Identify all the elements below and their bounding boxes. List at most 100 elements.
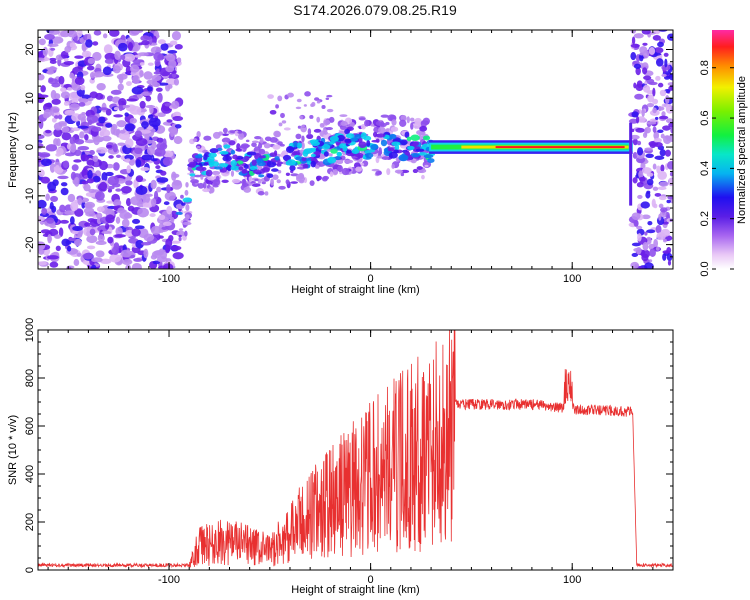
noise-blob: [58, 75, 65, 85]
snr-y-tick-label: 800: [24, 369, 36, 387]
noise-blob: [638, 170, 644, 179]
noise-blob: [73, 176, 80, 187]
noise-blob: [134, 225, 145, 230]
noise-blob: [54, 115, 59, 119]
noise-blob: [58, 227, 64, 237]
noise-blob: [125, 158, 131, 162]
noise-blob: [637, 233, 642, 242]
signal-halo-blob: [245, 139, 250, 143]
chart-title: S174.2026.079.08.25.R19: [293, 2, 457, 18]
noise-blob: [51, 205, 57, 213]
noise-blob: [158, 235, 164, 239]
noise-blob: [74, 55, 84, 59]
noise-blob: [55, 245, 61, 252]
noise-blob: [660, 207, 668, 213]
noise-blob: [664, 95, 670, 104]
noise-blob: [86, 159, 95, 166]
signal-blob: [375, 138, 380, 143]
signal-halo-blob: [237, 131, 243, 134]
noise-blob: [659, 181, 669, 187]
noise-blob: [157, 265, 168, 269]
noise-blob: [654, 116, 659, 120]
noise-blob: [99, 129, 111, 138]
noise-blob: [658, 213, 662, 221]
noise-blob: [647, 220, 653, 226]
noise-blob: [71, 84, 82, 91]
signal-halo-blob: [178, 236, 182, 242]
noise-blob: [129, 117, 137, 124]
signal-halo-blob: [378, 170, 382, 174]
signal-halo-blob: [180, 194, 184, 199]
signal-halo-blob: [275, 104, 279, 109]
signal-halo-blob: [254, 136, 262, 140]
noise-blob: [151, 82, 161, 88]
noise-blob: [47, 234, 52, 244]
signal-halo-blob: [341, 167, 350, 176]
spectrogram-image: [38, 30, 673, 269]
noise-blob: [670, 126, 673, 134]
noise-blob: [118, 104, 124, 112]
noise-blob: [655, 58, 664, 67]
noise-blob: [89, 228, 96, 236]
signal-blob: [303, 148, 314, 154]
noise-blob: [44, 33, 55, 41]
signal-blob: [387, 147, 395, 152]
noise-blob: [174, 44, 183, 50]
noise-blob: [41, 207, 48, 215]
noise-blob: [60, 187, 69, 196]
noise-blob: [92, 51, 102, 61]
noise-blob: [168, 234, 174, 242]
signal-halo-blob: [325, 97, 330, 101]
noise-blob: [103, 44, 113, 54]
noise-blob: [667, 195, 673, 200]
noise-blob: [147, 62, 154, 66]
noise-blob: [631, 111, 639, 118]
noise-blob: [84, 139, 95, 144]
noise-blob: [60, 87, 67, 93]
signal-halo-blob: [217, 131, 224, 136]
noise-blob: [132, 30, 144, 34]
noise-blob: [125, 198, 132, 207]
noise-blob: [66, 30, 78, 38]
noise-blob: [112, 162, 120, 171]
noise-blob: [89, 72, 95, 79]
noise-blob: [95, 240, 107, 246]
noise-blob: [643, 75, 652, 80]
noise-blob: [58, 122, 68, 127]
signal-halo-blob: [375, 121, 382, 126]
noise-blob: [142, 202, 150, 208]
noise-blob: [631, 242, 641, 247]
noise-blob: [631, 212, 641, 220]
noise-blob: [646, 121, 657, 125]
signal-blob: [417, 152, 428, 156]
noise-blob: [117, 207, 125, 214]
noise-blob: [69, 72, 75, 79]
noise-blob: [659, 149, 666, 157]
signal-blob: [208, 152, 217, 158]
noise-blob: [659, 89, 667, 97]
signal-blob: [285, 146, 295, 153]
noise-blob: [135, 239, 144, 249]
noise-blob: [105, 214, 115, 224]
noise-blob: [91, 126, 102, 132]
noise-blob: [125, 65, 132, 75]
noise-blob: [40, 176, 50, 184]
noise-blob: [642, 67, 648, 75]
noise-blob: [655, 75, 661, 81]
noise-blob: [38, 134, 45, 139]
noise-blob: [93, 160, 100, 167]
signal-halo-blob: [419, 125, 428, 132]
noise-blob: [157, 92, 163, 103]
noise-blob: [94, 136, 105, 143]
noise-blob: [150, 46, 162, 54]
signal-halo-blob: [340, 121, 348, 127]
signal-blob: [175, 211, 183, 215]
noise-blob: [662, 250, 671, 254]
noise-blob: [172, 179, 182, 186]
signal-halo-blob: [380, 114, 389, 118]
noise-blob: [49, 261, 59, 268]
noise-blob: [652, 186, 659, 191]
signal-blob: [407, 145, 415, 151]
noise-blob: [97, 234, 104, 239]
